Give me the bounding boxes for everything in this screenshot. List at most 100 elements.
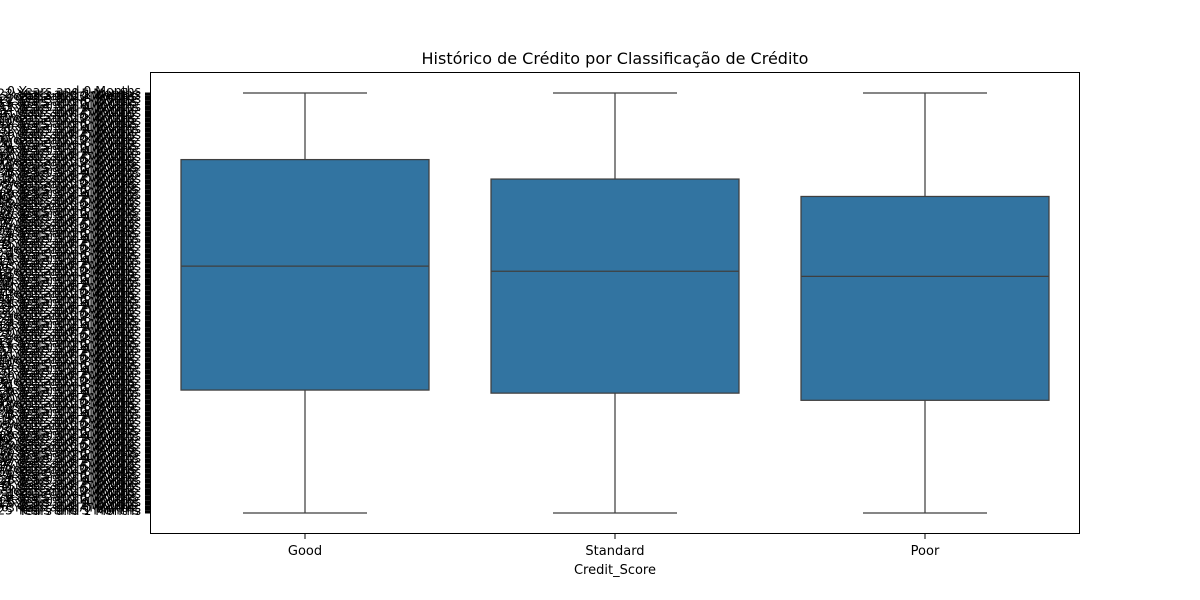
y-tick-label: 22 Years and 2 Months xyxy=(0,102,137,117)
y-tick-label: 38 Years and 4 Months xyxy=(0,231,141,246)
y-tick-label: 2 Years and 10 Months xyxy=(0,286,137,301)
y-tick-label: 7 Years and 11 Months xyxy=(0,184,135,199)
y-tick-label: 20 Years and 10 Months xyxy=(0,373,137,388)
y-tick-label: 15 Years and 3 Months xyxy=(0,484,135,499)
y-tick-label: 12 Years and 9 Months xyxy=(0,319,139,334)
y-tick-label: 9 Years and 9 Months xyxy=(5,143,139,158)
y-tick-label: 16 Years and 11 Months xyxy=(0,470,135,485)
y-tick-label: 11 Years and 10 Months xyxy=(0,329,137,344)
y-tick-label: 6 Years and 6 Months xyxy=(3,204,137,219)
y-tick-label: 33 Years and 9 Months xyxy=(0,100,139,115)
y-tick-label: 8 Years and 1 Months xyxy=(5,401,139,416)
y-tick-label: 27 Years and 3 Months xyxy=(0,462,135,477)
y-tick-label: 6 Years and 3 Months xyxy=(1,198,135,213)
y-tick-label: 28 Years and 5 Months xyxy=(0,195,139,210)
y-tick-label: 20 Years and 1 Months xyxy=(0,379,139,394)
y-tick-label: 32 Years and 1 Months xyxy=(0,115,139,130)
y-tick-label: 25 Years and 5 Months xyxy=(0,261,139,276)
y-tick-label: 9 Years and 0 Months xyxy=(7,127,141,142)
y-tick-label: 5 Years and 1 Months xyxy=(5,225,139,240)
y-tick-label: 11 Years and 7 Months xyxy=(0,104,135,119)
y-tick-label: 21 Years and 0 Months xyxy=(0,105,141,120)
y-tick-label: 28 Years and 8 Months xyxy=(0,442,141,457)
y-tick-label: 30 Years and 0 Months xyxy=(0,390,141,405)
y-tick-label: 11 Years and 4 Months xyxy=(0,340,141,355)
y-tick-label: 25 Years and 2 Months xyxy=(0,278,137,293)
y-axis-ticks xyxy=(145,92,150,514)
y-tick-label: 18 Years and 0 Months xyxy=(0,412,141,427)
y-tick-label: 31 Years and 5 Months xyxy=(0,129,139,144)
y-tick-label: 14 Years and 7 Months xyxy=(0,280,135,295)
y-tick-marks xyxy=(145,92,150,514)
y-tick-label: 27 Years and 9 Months xyxy=(0,231,139,246)
y-tick-label: 38 Years and 4 Months xyxy=(0,472,141,487)
y-tick-label: 17 Years and 1 Months xyxy=(0,203,139,218)
y-tick-label: 37 Years and 2 Months xyxy=(0,497,137,512)
y-tick-label: 39 Years and 9 Months xyxy=(0,209,139,224)
y-tick-label: 36 Years and 6 Months xyxy=(0,270,137,285)
y-tick-label: 4 Years and 5 Months xyxy=(5,481,139,496)
y-tick-label: 16 Years and 8 Months xyxy=(0,223,141,238)
y-tick-label: 9 Years and 3 Months xyxy=(1,132,135,147)
y-tick-label: 37 Years and 11 Months xyxy=(0,492,135,507)
y-tick-label: 32 Years and 1 Months xyxy=(0,357,139,372)
y-tick-label: 26 Years and 4 Months xyxy=(0,494,141,509)
y-tick-label: 29 Years and 10 Months xyxy=(0,417,137,432)
y-tick-label: 35 Years and 7 Months xyxy=(0,302,135,317)
y-tick-label: 9 Years and 3 Months xyxy=(1,374,135,389)
y-tick-label: 20 Years and 10 Months xyxy=(0,132,137,147)
y-tick-label: 17 Years and 10 Months xyxy=(0,198,137,213)
y-tick-label: 16 Years and 8 Months xyxy=(0,464,141,479)
y-tick-label: 33 Years and 9 Months xyxy=(0,341,139,356)
y-tick-label: 7 Years and 5 Months xyxy=(5,173,139,188)
y-tick-label: 32 Years and 10 Months xyxy=(0,110,137,125)
y-tick-label: 22 Years and 5 Months xyxy=(0,85,139,100)
x-tick-label: Standard xyxy=(585,544,644,559)
y-tick-label: 21 Years and 6 Months xyxy=(0,358,137,373)
y-tick-label: 32 Years and 7 Months xyxy=(0,126,135,141)
y-tick-label: 10 Years and 2 Months xyxy=(0,365,137,380)
y-tick-label: 11 Years and 1 Months xyxy=(0,335,139,350)
y-tick-label: 11 Years and 7 Months xyxy=(0,346,135,361)
y-tick-label: 19 Years and 5 Months xyxy=(0,151,139,166)
y-tick-label: 17 Years and 7 Months xyxy=(0,456,135,471)
y-tick-label: 19 Years and 8 Months xyxy=(0,398,141,413)
y-tick-label: 23 Years and 10 Months xyxy=(0,308,137,323)
y-tick-label: 17 Years and 1 Months xyxy=(0,445,139,460)
y-tick-label: 33 Years and 6 Months xyxy=(0,94,137,109)
y-tick-label: 31 Years and 8 Months xyxy=(0,135,141,150)
y-tick-label: 28 Years and 2 Months xyxy=(0,212,137,227)
y-tick-label: 8 Years and 4 Months xyxy=(7,165,141,180)
y-tick-label: 21 Years and 6 Months xyxy=(0,116,137,131)
y-tick-label: 21 Years and 9 Months xyxy=(0,121,139,136)
y-tick-label: 26 Years and 10 Months xyxy=(0,483,137,498)
y-tick-label: 22 Years and 11 Months xyxy=(0,96,135,111)
y-tick-label: 21 Years and 9 Months xyxy=(0,363,139,378)
y-tick-label: 20 Years and 4 Months xyxy=(0,384,141,399)
y-tick-label: 0 Years and 0 Months xyxy=(7,83,141,98)
y-tick-label: 10 Years and 5 Months xyxy=(0,107,139,122)
y-tick-label: 29 Years and 10 Months xyxy=(0,176,137,191)
y-tick-label: 14 Years and 4 Months xyxy=(0,275,141,290)
y-tick-label: 19 Years and 5 Months xyxy=(0,393,139,408)
y-tick-label: 28 Years and 2 Months xyxy=(0,453,137,468)
y-tick-label: 32 Years and 4 Months xyxy=(0,362,141,377)
y-tick-label: 8 Years and 4 Months xyxy=(7,406,141,421)
y-tick-label: 32 Years and 7 Months xyxy=(0,368,135,383)
box-good xyxy=(180,92,430,514)
iqr-box xyxy=(490,178,740,394)
y-tick-label: Years and 1 Months xyxy=(18,87,141,102)
y-tick-label: 19 Years and 11 Months xyxy=(0,404,135,419)
y-tick-label: 26 Years and 10 Months xyxy=(0,242,137,257)
y-tick-label: 15 Years and 9 Months xyxy=(0,253,139,268)
y-tick-label: 1 Years and 5 Months xyxy=(5,305,139,320)
y-tick-label: 14 Years and 1 Months xyxy=(0,269,139,284)
y-tick-label: 31 Years and 11 Months xyxy=(0,382,135,397)
y-tick-label: 30 Years and 0 Months xyxy=(0,149,141,164)
y-tick-label: 29 Years and 7 Months xyxy=(0,192,135,207)
y-tick-label: 26 Years and 7 Months xyxy=(0,500,135,515)
y-tick-label: 13 Years and 5 Months xyxy=(0,283,139,298)
y-tick-label: 20 Years and 4 Months xyxy=(0,143,141,158)
y-tick-label: 8 Years and 10 Months xyxy=(0,154,137,169)
